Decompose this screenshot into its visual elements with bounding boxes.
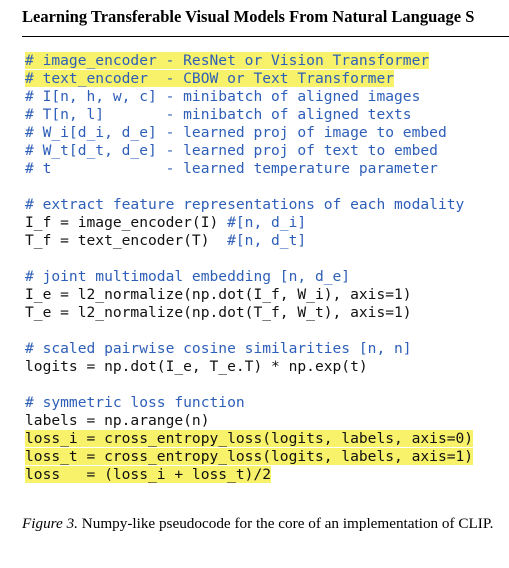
code-text: loss_t = cross_entropy_loss(logits, labe… <box>25 448 474 465</box>
code-text: I_f = image_encoder(I) <box>25 214 228 231</box>
code-line: I_f = image_encoder(I) #[n, d_i] <box>25 214 473 232</box>
code-comment: #[n, d_t] <box>227 232 307 249</box>
code-text: loss_i = cross_entropy_loss(logits, labe… <box>25 430 474 447</box>
code-line <box>25 178 473 196</box>
code-line: labels = np.arange(n) <box>25 412 473 430</box>
pseudocode-block: # image_encoder - ResNet or Vision Trans… <box>25 52 474 484</box>
code-comment: # text_encoder - CBOW or Text Transforme… <box>25 70 395 87</box>
code-line: # symmetric loss function <box>25 394 473 412</box>
code-comment: # I[n, h, w, c] - minibatch of aligned i… <box>25 88 421 105</box>
code-line: # W_i[d_i, d_e] - learned proj of image … <box>25 124 473 142</box>
code-line: logits = np.dot(I_e, T_e.T) * np.exp(t) <box>25 358 473 376</box>
code-text: I_e = l2_normalize(np.dot(I_f, W_i), axi… <box>25 286 412 303</box>
code-line: # text_encoder - CBOW or Text Transforme… <box>25 70 473 88</box>
code-line: # T[n, l] - minibatch of aligned texts <box>25 106 473 124</box>
code-comment: # scaled pairwise cosine similarities [n… <box>25 340 412 357</box>
code-line <box>25 250 473 268</box>
figure-label: Figure 3. <box>22 515 78 532</box>
header-rule <box>22 36 509 37</box>
code-text: T_e = l2_normalize(np.dot(T_f, W_t), axi… <box>25 304 412 321</box>
caption-text: Numpy-like pseudocode for the core of an… <box>77 515 494 532</box>
code-comment: # image_encoder - ResNet or Vision Trans… <box>25 52 430 69</box>
code-line: # joint multimodal embedding [n, d_e] <box>25 268 473 286</box>
code-line: # extract feature representations of eac… <box>25 196 473 214</box>
code-text: labels = np.arange(n) <box>25 412 210 429</box>
code-line <box>25 322 473 340</box>
code-line: T_f = text_encoder(T) #[n, d_t] <box>25 232 473 250</box>
code-comment: # t - learned temperature parameter <box>25 160 438 177</box>
code-comment: # joint multimodal embedding [n, d_e] <box>25 268 351 285</box>
code-comment: # symmetric loss function <box>25 394 245 411</box>
running-header: Learning Transferable Visual Models From… <box>22 7 475 26</box>
code-line: T_e = l2_normalize(np.dot(T_f, W_t), axi… <box>25 304 473 322</box>
code-line: loss_i = cross_entropy_loss(logits, labe… <box>25 430 474 448</box>
figure-caption: Figure 3. Numpy-like pseudocode for the … <box>22 514 500 534</box>
code-line: # W_t[d_t, d_e] - learned proj of text t… <box>25 142 473 160</box>
code-comment: # W_t[d_t, d_e] - learned proj of text t… <box>25 142 438 159</box>
code-line: I_e = l2_normalize(np.dot(I_f, W_i), axi… <box>25 286 473 304</box>
code-comment: #[n, d_i] <box>227 214 307 231</box>
code-comment: # W_i[d_i, d_e] - learned proj of image … <box>25 124 447 141</box>
code-comment: # T[n, l] - minibatch of aligned texts <box>25 106 412 123</box>
code-line: loss = (loss_i + loss_t)/2 <box>25 466 473 484</box>
code-text: loss = (loss_i + loss_t)/2 <box>25 466 272 483</box>
code-line: # I[n, h, w, c] - minibatch of aligned i… <box>25 88 473 106</box>
code-comment: # extract feature representations of eac… <box>25 196 465 213</box>
code-text: logits = np.dot(I_e, T_e.T) * np.exp(t) <box>25 358 368 375</box>
code-text: T_f = text_encoder(T) <box>25 232 228 249</box>
code-line: loss_t = cross_entropy_loss(logits, labe… <box>25 448 474 466</box>
code-line: # scaled pairwise cosine similarities [n… <box>25 340 473 358</box>
code-line <box>25 376 473 394</box>
code-line: # image_encoder - ResNet or Vision Trans… <box>25 52 473 70</box>
code-line: # t - learned temperature parameter <box>25 160 473 178</box>
